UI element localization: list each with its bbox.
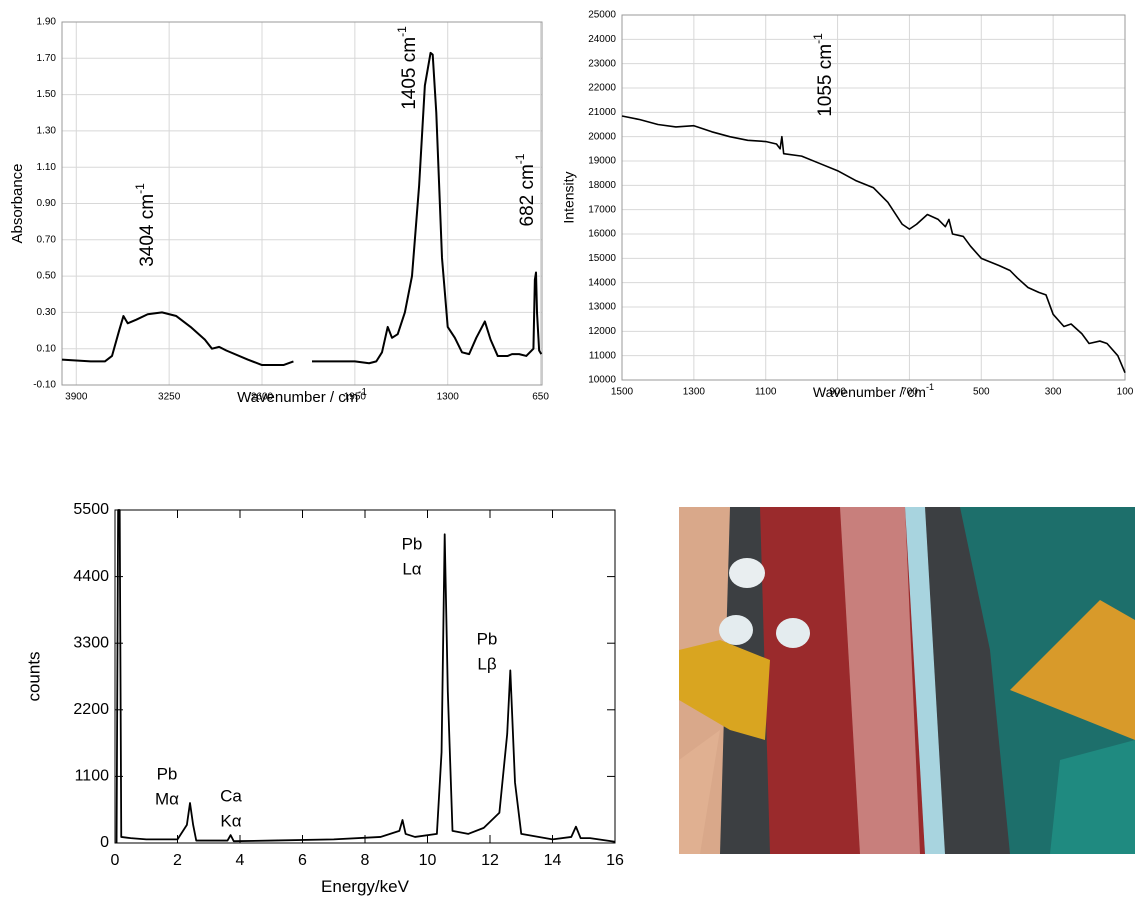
y-tick-label: 1.30	[37, 126, 57, 137]
peak-label: 682 cm-1	[513, 153, 538, 226]
y-tick-label: 0.30	[37, 307, 57, 318]
peak-label: Lβ	[477, 654, 496, 673]
y-tick-label: 5500	[73, 501, 109, 518]
x-tick-label: 4	[236, 852, 245, 869]
y-axis-label: Absorbance	[9, 163, 26, 243]
y-tick-label: 14000	[588, 277, 616, 288]
y-tick-label: 20000	[588, 131, 616, 142]
photo	[679, 507, 1135, 854]
y-tick-label: 2200	[73, 701, 109, 718]
chart: 10000 11000 12000 13000 14000 15000 16000 17000…	[561, 10, 1134, 400]
x-tick-label: 14	[544, 852, 562, 869]
data-line	[61, 51, 543, 367]
y-tick-label: 21000	[588, 107, 616, 118]
x-tick-label: 650	[532, 392, 549, 403]
peak-label-text: 1405 cm	[399, 37, 420, 110]
x-tick-label: 3250	[158, 392, 181, 403]
x-tick-label: 300	[1045, 387, 1062, 398]
peak-label: Pb	[402, 534, 423, 553]
plot-frame	[621, 14, 1126, 381]
peak-label: Pb	[477, 629, 498, 648]
x-tick-label: 1300	[437, 392, 460, 403]
data-line	[621, 115, 1126, 374]
y-tick-label: 15000	[588, 253, 616, 264]
y-tick-label: 0.10	[37, 343, 57, 354]
y-tick-label: 4400	[73, 568, 109, 585]
x-tick-label: 8	[361, 852, 370, 869]
peak-label-sup: -1	[811, 33, 825, 44]
x-tick-label: 500	[973, 387, 990, 398]
peak-label: Pb	[157, 764, 178, 783]
y-tick-label: 12000	[588, 326, 616, 337]
data-line	[115, 509, 616, 844]
chart: 0 1100 2200 3300 4400 5500 0 2 4 6 8 10 12 14 16 Energy…	[24, 501, 624, 896]
x-axis-label-sup: -1	[358, 387, 367, 398]
y-tick-label: 17000	[588, 204, 616, 215]
x-tick-label: 1950	[344, 392, 367, 403]
plot-frame	[61, 21, 543, 386]
x-tick-label: 6	[298, 852, 307, 869]
y-tick-label: -0.10	[33, 380, 56, 391]
x-axis-label: Energy/keV	[321, 877, 410, 896]
peak-label-sup: -1	[395, 26, 409, 37]
x-tick-label: 2600	[251, 392, 274, 403]
x-axis-label-text: Wavenumber / cm	[237, 389, 358, 406]
y-tick-label: 0.90	[37, 198, 57, 209]
y-tick-label: 23000	[588, 58, 616, 69]
x-axis-label-sup: -1	[926, 382, 934, 392]
peak-label-sup: -1	[513, 153, 527, 164]
y-tick-label: 25000	[588, 10, 616, 21]
y-tick-label: 22000	[588, 83, 616, 94]
x-tick-label: 3900	[65, 392, 88, 403]
y-tick-label: 24000	[588, 34, 616, 45]
x-tick-label: 1500	[611, 387, 634, 398]
y-tick-label: 1.90	[37, 17, 57, 28]
y-tick-label: 3300	[73, 634, 109, 651]
x-tick-label: 100	[1117, 387, 1134, 398]
x-tick-label: 12	[481, 852, 499, 869]
x-tick-label: 700	[901, 387, 918, 398]
x-tick-label: 0	[111, 852, 120, 869]
x-tick-label: 16	[606, 852, 624, 869]
x-tick-label: 900	[829, 387, 846, 398]
y-tick-label: 0	[100, 834, 109, 851]
peak-label: Ca	[220, 786, 242, 805]
y-tick-label: 1.50	[37, 89, 57, 100]
peak-label: Lα	[402, 559, 421, 578]
y-tick-label: 13000	[588, 302, 616, 313]
x-axis-label-text: Wavenumber / cm	[813, 384, 926, 400]
y-tick-label: 1.70	[37, 53, 57, 64]
plot-frame	[114, 509, 616, 844]
x-tick-label: 10	[419, 852, 437, 869]
y-tick-label: 19000	[588, 156, 616, 167]
peak-label: Mα	[155, 789, 179, 808]
y-tick-label: 11000	[589, 350, 617, 361]
x-axis-label: Wavenumber / cm-1	[237, 387, 367, 406]
peak-label-text: 682 cm	[517, 164, 538, 226]
peak-label: 1405 cm-1	[395, 26, 420, 110]
y-tick-label: 1100	[75, 768, 110, 785]
peak-label-text: 3404 cm	[137, 194, 158, 267]
chart: -0.10 0.10 0.30 0.50 0.70 0.90 1.10 1.30 1.50 1.7…	[9, 17, 549, 406]
x-axis-label: Wavenumber / cm-1	[813, 382, 934, 399]
x-tick-label: 2	[173, 852, 182, 869]
y-tick-label: 0.50	[37, 271, 57, 282]
peak-label: 3404 cm-1	[133, 183, 158, 267]
y-tick-label: 0.70	[37, 234, 57, 245]
peak-label: Kα	[220, 811, 241, 830]
peak-label-text: 1055 cm	[815, 44, 836, 117]
peak-label-sup: -1	[133, 183, 147, 194]
y-tick-label: 1.10	[37, 162, 57, 173]
y-tick-label: 10000	[588, 375, 616, 386]
x-axis-label-text: Energy/keV	[321, 877, 410, 896]
y-axis-label: Intensity	[561, 171, 577, 223]
peak-label: 1055 cm-1	[811, 33, 836, 117]
x-tick-label: 1100	[755, 387, 777, 398]
y-tick-label: 18000	[588, 180, 616, 191]
x-tick-label: 1300	[683, 387, 706, 398]
y-tick-label: 16000	[588, 229, 616, 240]
y-axis-label: counts	[24, 651, 43, 701]
